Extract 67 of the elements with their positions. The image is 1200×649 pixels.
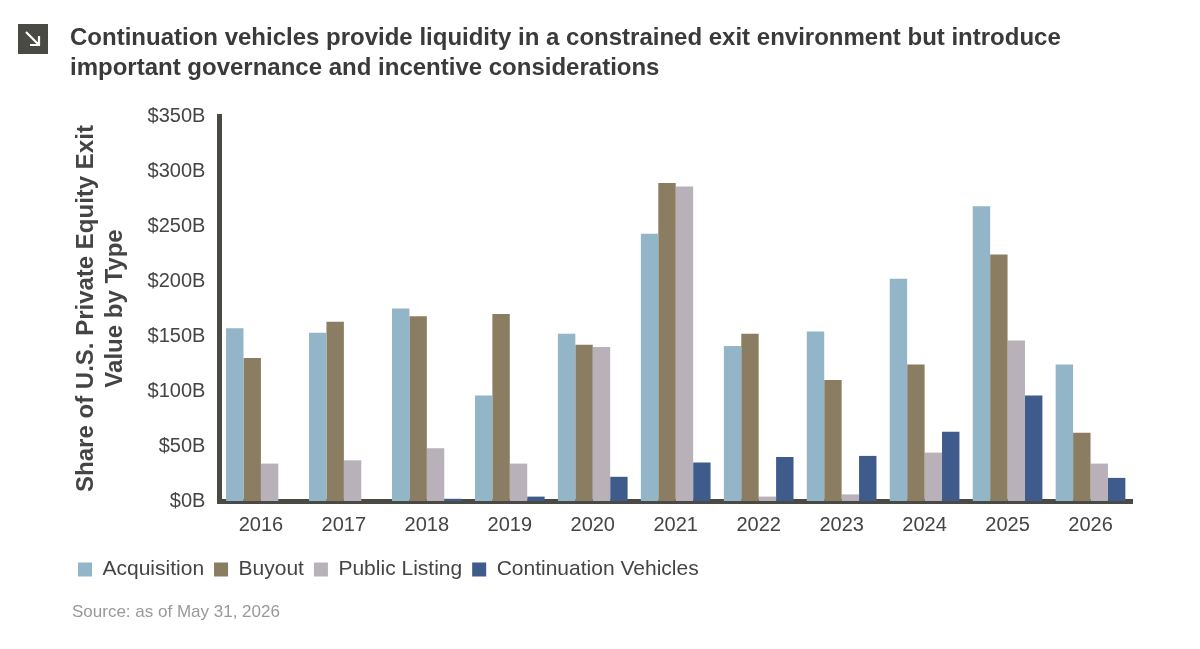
x-tick-label: 2021 <box>653 512 698 535</box>
x-tick-label: 2019 <box>487 512 533 535</box>
bar <box>776 457 794 501</box>
bar <box>658 183 676 501</box>
legend-label: Public Listing <box>338 556 463 580</box>
y-tick-label: $350B <box>147 103 206 126</box>
bar <box>409 316 427 501</box>
bar <box>907 364 925 501</box>
x-tick-label: 2026 <box>1068 512 1113 535</box>
legend-label: Continuation Vehicles <box>496 556 699 580</box>
bar <box>1107 477 1126 501</box>
bar <box>260 463 279 501</box>
bar <box>1073 432 1091 501</box>
y-tick-label: $300B <box>147 158 206 181</box>
bar <box>972 206 991 501</box>
chart-title: Continuation vehicles provide liquidity in a constrained exit environment but introduce important governance and incentive considerations <box>70 22 1062 82</box>
bar <box>693 462 711 501</box>
bar <box>309 332 327 501</box>
y-tick-label: $200B <box>147 268 206 291</box>
x-tick-label: 2017 <box>321 512 367 535</box>
y-tick-label: $0B <box>169 488 206 511</box>
bar <box>557 333 576 501</box>
bar <box>592 347 611 501</box>
x-tick-label: 2018 <box>404 512 450 535</box>
y-tick-label: $250B <box>147 213 206 236</box>
bar <box>391 308 410 501</box>
bar <box>509 463 528 501</box>
bar <box>942 431 960 501</box>
bar <box>924 452 943 501</box>
bar <box>841 494 860 501</box>
bar <box>243 358 261 501</box>
bar <box>640 233 659 501</box>
y-tick-label: $50B <box>158 433 206 456</box>
bar <box>741 333 759 501</box>
bar <box>575 344 593 501</box>
y-tick-label: $150B <box>147 323 206 346</box>
bar <box>343 460 362 501</box>
bar <box>824 380 842 501</box>
bar <box>444 498 462 501</box>
x-tick-label: 2025 <box>985 512 1030 535</box>
bar <box>859 455 877 501</box>
bar <box>806 331 825 501</box>
bar <box>527 496 545 501</box>
x-tick-label: 2024 <box>902 512 947 535</box>
legend-label: Buyout <box>238 556 305 580</box>
x-tick-label: 2016 <box>238 512 284 535</box>
bar <box>474 395 493 501</box>
bar <box>226 328 244 501</box>
x-tick-label: 2020 <box>570 512 616 535</box>
source-note: Source: as of May 31, 2026 <box>72 602 281 622</box>
legend-label: Acquisition <box>102 556 205 580</box>
bar <box>1024 395 1043 501</box>
bar <box>889 278 908 501</box>
bar <box>610 476 628 501</box>
bar <box>675 186 694 501</box>
y-tick-label: $100B <box>147 378 206 401</box>
bar <box>990 254 1008 501</box>
bar <box>1007 340 1025 501</box>
bar <box>1090 463 1108 501</box>
x-tick-label: 2023 <box>819 512 864 535</box>
x-tick-label: 2022 <box>736 512 781 535</box>
bar <box>492 314 510 501</box>
bar <box>1055 364 1074 501</box>
y-axis-title: Share of U.S. Private Equity Exit Value by Type <box>71 125 127 492</box>
bar <box>326 321 344 501</box>
bar <box>426 448 445 501</box>
bar <box>723 345 742 501</box>
